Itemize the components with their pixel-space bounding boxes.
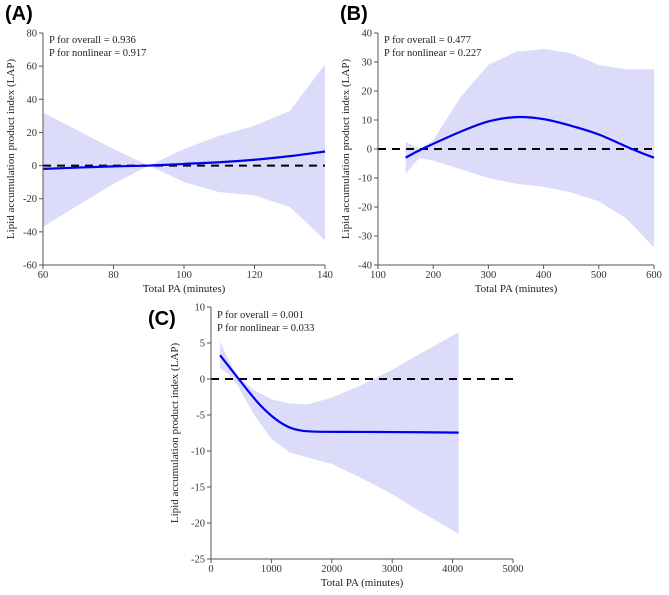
confidence-band	[405, 48, 654, 248]
y-tick-label: -60	[23, 261, 37, 272]
y-tick-label: 40	[362, 29, 373, 40]
y-tick-label: -25	[191, 555, 205, 566]
panel-label: (B)	[340, 3, 368, 25]
p-value-annotation: P for overall = 0.477	[384, 35, 471, 46]
y-tick-label: 20	[27, 128, 38, 139]
x-tick-label: 4000	[442, 564, 463, 575]
y-axis-label: Lipid accumulation product index (LAP)	[169, 343, 181, 524]
confidence-band	[220, 332, 459, 534]
x-tick-label: 100	[176, 270, 192, 281]
x-axis-label: Total PA (minutes)	[475, 283, 558, 295]
p-value-annotation: P for overall = 0.001	[217, 310, 304, 321]
x-tick-label: 300	[481, 270, 497, 281]
x-tick-label: 3000	[382, 564, 403, 575]
y-tick-label: -40	[358, 261, 372, 272]
y-axis-label: Lipid accumulation product index (LAP)	[340, 59, 352, 240]
p-value-annotation: P for nonlinear = 0.033	[217, 323, 314, 334]
x-tick-label: 80	[108, 270, 119, 281]
panel-b: -40 -30 -20 -10 0 10 20 30 40 100 200 300 400 500 600 T…	[340, 3, 662, 295]
y-tick-label: -30	[358, 232, 372, 243]
x-tick-label: 2000	[321, 564, 342, 575]
estimate-line	[405, 115, 655, 159]
y-tick-label: -20	[191, 519, 205, 530]
y-tick-label: -10	[191, 447, 205, 458]
x-tick-label: 200	[425, 270, 441, 281]
p-value-annotation: P for nonlinear = 0.227	[384, 48, 481, 59]
panel-label: (A)	[5, 3, 33, 25]
confidence-band	[43, 64, 325, 241]
x-tick-label: 60	[38, 270, 49, 281]
y-tick-label: 60	[27, 62, 38, 73]
y-axis-label: Lipid accumulation product index (LAP)	[5, 59, 17, 240]
y-tick-label: -20	[358, 203, 372, 214]
x-tick-label: 1000	[261, 564, 282, 575]
y-tick-label: 20	[362, 87, 373, 98]
x-tick-label: 5000	[503, 564, 524, 575]
x-tick-label: 140	[317, 270, 333, 281]
y-tick-label: 30	[362, 58, 373, 69]
x-tick-label: 100	[370, 270, 386, 281]
panel-a: -60 -40 -20 0 20 40 60 80 60 80 100 120 140 Total PA …	[5, 3, 333, 295]
y-tick-label: -5	[196, 411, 205, 422]
x-tick-label: 120	[247, 270, 263, 281]
y-tick-label: 5	[200, 339, 205, 350]
y-tick-label: -10	[358, 174, 372, 185]
panel-label: (C)	[148, 308, 176, 330]
y-tick-label: 80	[27, 29, 38, 40]
x-axis-label: Total PA (minutes)	[321, 577, 404, 589]
estimate-line	[42, 150, 326, 170]
y-tick-label: -15	[191, 483, 205, 494]
y-tick-label: -20	[23, 194, 37, 205]
x-tick-label: 400	[536, 270, 552, 281]
x-axis-label: Total PA (minutes)	[143, 283, 226, 295]
x-tick-label: 600	[646, 270, 662, 281]
y-tick-label: 40	[27, 95, 38, 106]
x-tick-label: 500	[591, 270, 607, 281]
p-value-annotation: P for nonlinear = 0.917	[49, 48, 146, 59]
y-tick-label: -40	[23, 227, 37, 238]
y-tick-label: 10	[195, 303, 206, 314]
panel-c: -25 -20 -15 -10 -5 0 5 10 0 1000 2000 3000 4000 5000 T…	[148, 303, 524, 590]
y-tick-label: 0	[367, 145, 372, 156]
y-tick-label: 0	[200, 375, 205, 386]
y-tick-label: 10	[362, 116, 373, 127]
y-tick-label: 0	[32, 161, 37, 172]
estimate-line	[219, 354, 459, 434]
x-tick-label: 0	[208, 564, 213, 575]
p-value-annotation: P for overall = 0.936	[49, 35, 136, 46]
